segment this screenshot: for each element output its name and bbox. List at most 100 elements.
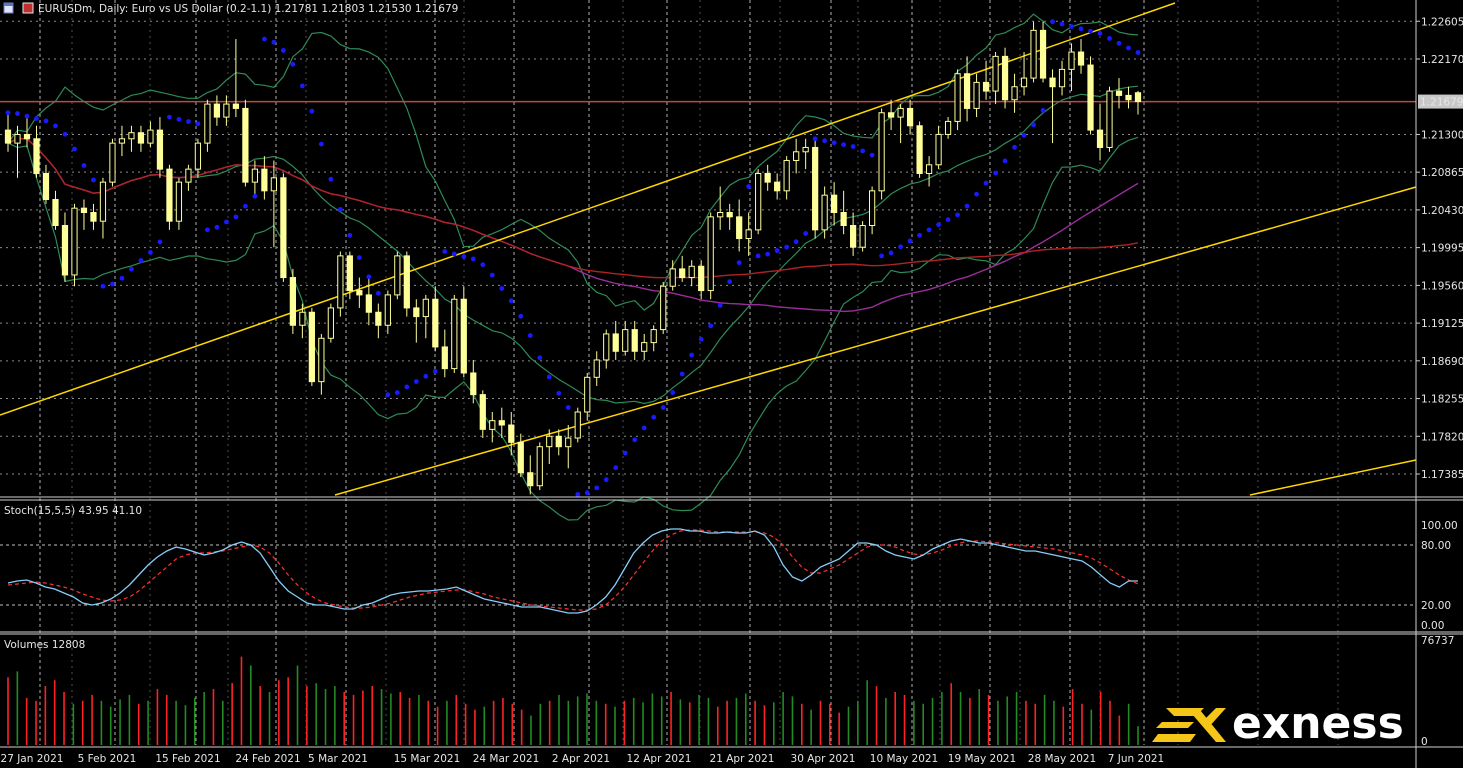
x-tick-label: 2 Apr 2021 (552, 753, 610, 765)
psar-dot (148, 250, 153, 255)
psar-dot (34, 116, 39, 121)
psar-dot (290, 61, 296, 67)
x-tick-label: 24 Feb 2021 (235, 753, 300, 765)
psar-dot (926, 227, 932, 233)
x-tick-label: 12 Apr 2021 (627, 753, 692, 765)
psar-dot (879, 253, 885, 259)
psar-dot (186, 119, 191, 124)
psar-dot (717, 303, 723, 308)
psar-dot (480, 262, 486, 268)
candle-body (1001, 55, 1009, 101)
psar-dot (860, 148, 866, 154)
candle-body (622, 329, 629, 352)
candle-body (61, 225, 69, 276)
candle-body (327, 307, 334, 339)
psar-dot (746, 184, 752, 189)
psar-dot (1097, 30, 1103, 36)
psar-dot (698, 336, 704, 342)
candle-body (783, 159, 790, 192)
moving-average-line (7, 138, 1139, 279)
psar-dot (385, 392, 391, 398)
candle-body (1058, 68, 1066, 88)
psar-dot (774, 248, 780, 253)
candle-body (356, 290, 363, 296)
candle-body (479, 394, 486, 430)
candle-body (821, 194, 828, 231)
psar-dot (233, 214, 239, 220)
psar-dot (556, 390, 562, 396)
price-tick-label: 1.22170 (1421, 54, 1463, 66)
candle-body (897, 107, 904, 118)
candle-body (755, 172, 762, 231)
psar-dot (176, 116, 182, 122)
candle-body (669, 268, 676, 287)
candle-body (80, 207, 88, 214)
psar-dot (1059, 21, 1065, 27)
trendline-lower (334, 186, 1417, 496)
candle-body (280, 177, 287, 279)
candle-body (470, 372, 477, 396)
candle-body (982, 81, 990, 92)
stochastic-panel: Stoch(15,5,5) 43.95 41.10 (0, 505, 1416, 614)
psar-dot (394, 390, 400, 395)
candle-body (166, 168, 173, 222)
candle-body (223, 103, 230, 118)
parabolic-sar-dots (5, 19, 1141, 497)
candle-body (128, 132, 135, 140)
psar-dot (546, 374, 552, 380)
candle-body (1134, 92, 1142, 103)
candle-body (1039, 29, 1047, 79)
stoch-label: Stoch(15,5,5) 43.95 41.10 (4, 505, 142, 517)
candle-body (232, 103, 240, 109)
candle-body (384, 294, 391, 326)
candle-body (565, 437, 572, 448)
chart-title: EURUSDm, Daily: Euro vs US Dollar (0.2-1… (38, 3, 458, 15)
psar-dot (195, 121, 201, 127)
candle-body (1106, 90, 1113, 148)
bollinger-middle-line (7, 85, 1139, 405)
psar-dot (822, 138, 828, 144)
psar-dot (157, 239, 163, 245)
psar-dot (651, 414, 657, 420)
candle-body (764, 172, 771, 183)
x-tick-label: 15 Mar 2021 (394, 753, 461, 765)
candle-body (688, 265, 695, 279)
candle-body (641, 342, 648, 352)
candle-body (612, 333, 619, 352)
candle-body (346, 255, 353, 292)
psar-dot (584, 490, 590, 496)
psar-dot (1021, 132, 1027, 138)
candle-body (1115, 90, 1123, 96)
psar-dot (850, 144, 856, 149)
x-tick-label: 21 Apr 2021 (710, 753, 775, 765)
candle-body (23, 133, 31, 140)
psar-dot (831, 140, 837, 146)
psar-dot (784, 244, 790, 250)
psar-dot (43, 118, 49, 124)
candle-body (299, 311, 306, 326)
stoch-tick-label: 0.00 (1421, 620, 1444, 632)
psar-dot (81, 163, 87, 168)
candle-body (603, 333, 610, 361)
candle-body (650, 329, 657, 344)
candle-body (935, 133, 942, 166)
psar-dot (1069, 24, 1074, 29)
candle-body (1077, 51, 1085, 66)
psar-dot (508, 298, 514, 304)
x-tick-label: 10 May 2021 (870, 753, 938, 765)
candle-body (375, 311, 382, 326)
psar-dot (670, 390, 676, 395)
current-price-tag (1418, 94, 1463, 109)
psar-dot (812, 136, 818, 142)
psar-dot (119, 275, 125, 281)
psar-dot (1088, 28, 1093, 34)
volumes-label: Volumes 12808 (4, 639, 85, 651)
candle-body (1011, 86, 1018, 101)
psar-dot (594, 485, 600, 491)
candle-body (793, 151, 800, 161)
candle-body (1020, 77, 1028, 88)
price-tick-label: 1.17385 (1421, 469, 1463, 481)
candle-body (109, 142, 116, 183)
candle-body (270, 177, 277, 192)
